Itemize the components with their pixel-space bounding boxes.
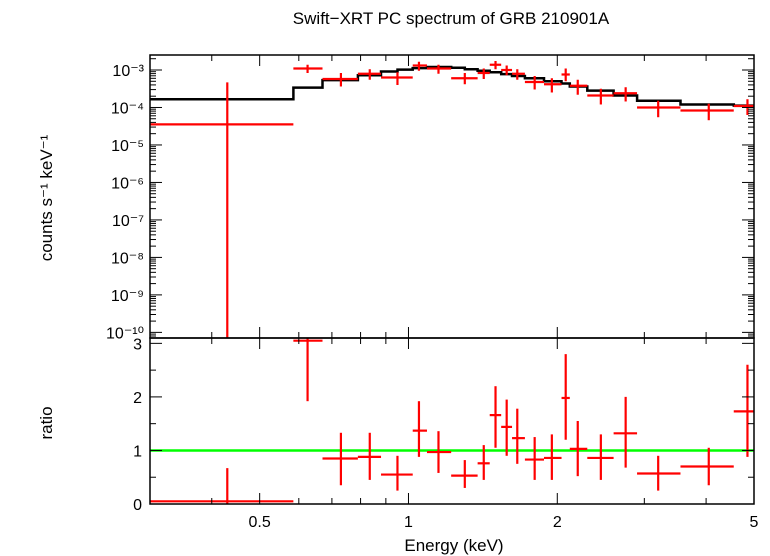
ratio-data-point [613, 396, 638, 468]
bottom-panel-frame [149, 337, 755, 505]
ratio-data-point [733, 364, 754, 457]
spectrum-data-point [680, 103, 734, 121]
chart-title: Swift−XRT PC spectrum of GRB 210901A [293, 9, 610, 28]
spectrum-data-point [637, 100, 681, 118]
ratio-data-point [412, 401, 427, 457]
top-y-tick-label: 10⁻⁹ [111, 288, 144, 305]
x-tick-label: 2 [553, 514, 562, 531]
bottom-y-tick-label: 2 [133, 390, 142, 407]
spectrum-data-point [613, 87, 638, 102]
ratio-data-point [524, 437, 545, 480]
x-tick-label: 5 [750, 514, 759, 531]
ratio-data-point [381, 455, 413, 491]
ratio-data-point [451, 460, 478, 488]
spectrum-data-point [477, 68, 490, 79]
ratio-data-point [357, 432, 382, 480]
model-step-line [150, 65, 754, 107]
x-axis-label: Energy (keV) [404, 536, 503, 555]
ratio-data-point [501, 399, 513, 456]
x-tick-label: 0.5 [249, 514, 271, 531]
top-y-tick-label: 10⁻⁵ [111, 138, 144, 155]
bottom-y-tick-label: 0 [133, 497, 142, 514]
ratio-data-point [477, 445, 490, 480]
top-y-tick-label: 10⁻³ [112, 63, 144, 80]
spectrum-data-point [381, 72, 413, 85]
spectrum-data-point [512, 69, 525, 80]
spectrum-data-point [587, 88, 614, 105]
ratio-data-point [561, 354, 570, 440]
spectrum-data-point [426, 64, 452, 74]
bottom-y-tick-label: 1 [133, 443, 142, 460]
x-tick-label: 1 [404, 514, 413, 531]
top-y-tick-label: 10⁻¹⁰ [106, 325, 144, 342]
ratio-data-point [587, 434, 614, 480]
ratio-data-point [150, 468, 294, 504]
top-panel-frame [149, 54, 755, 339]
spectrum-data-point [569, 79, 588, 95]
data-layer [150, 60, 754, 504]
spectrum-data-point [357, 69, 382, 80]
ratio-data-point [544, 434, 562, 480]
top-y-axis-label: counts s⁻¹ keV⁻¹ [37, 134, 56, 261]
ratio-data-point [489, 386, 502, 448]
ratio-data-point [322, 432, 358, 486]
ratio-data-point [637, 455, 681, 491]
ratio-data-point [680, 447, 734, 486]
spectrum-data-point [489, 60, 502, 70]
spectrum-data-point [451, 72, 478, 85]
ratio-data-point [569, 421, 588, 477]
spectrum-data-point [412, 61, 427, 71]
top-y-tick-label: 10⁻⁷ [112, 213, 144, 230]
top-y-tick-label: 10⁻⁴ [111, 100, 144, 117]
spectrum-data-point [501, 65, 513, 76]
spectrum-data-point [293, 64, 323, 73]
top-y-tick-label: 10⁻⁸ [111, 250, 144, 267]
bottom-y-axis-label: ratio [37, 406, 56, 439]
axes-layer: 0.5 1 2 5 10⁻³ 10⁻⁴ 10⁻⁵ 10⁻⁶ 10⁻⁷ 10⁻⁸ 10⁻⁹ 10⁻¹⁰ 0… [106, 54, 759, 531]
ratio-data-point [426, 431, 452, 473]
top-y-tick-label: 10⁻⁶ [111, 175, 144, 192]
ratio-data-point [512, 408, 525, 464]
spectrum-data-point [544, 78, 562, 93]
spectrum-data-point [524, 75, 545, 90]
spectrum-data-point [561, 68, 570, 82]
spectrum-data-point [322, 72, 358, 87]
spectrum-data-point [150, 82, 294, 338]
bottom-y-tick-label: 3 [133, 336, 142, 353]
model-layer [150, 65, 754, 107]
ratio-data-point [293, 338, 323, 402]
